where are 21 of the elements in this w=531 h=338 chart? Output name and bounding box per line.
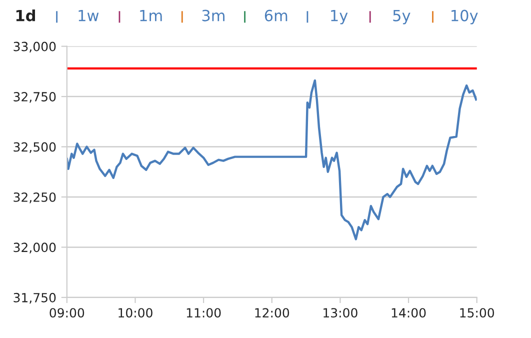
text: 6m: [264, 10, 288, 22]
text: 1y: [331, 10, 348, 24]
x-tick-label: 15:00: [460, 308, 494, 318]
text: 10y: [452, 10, 478, 24]
text: 1d: [16, 10, 35, 22]
y-tick-label: 33,000: [14, 42, 56, 53]
text: 1w: [78, 10, 99, 22]
x-tick-label: 09:00: [50, 308, 84, 318]
y-tick-label: 32,250: [14, 192, 56, 204]
y-tick-label: 32,500: [14, 142, 56, 153]
x-tick-label: 14:00: [392, 308, 426, 318]
x-tick-label: 12:00: [255, 308, 290, 318]
text: 1m: [140, 10, 162, 22]
x-tick-label: 11:00: [186, 308, 221, 318]
x-tick-label: 13:00: [324, 308, 358, 318]
y-tick-label: 31,750: [14, 292, 56, 304]
text: 3m: [202, 10, 224, 22]
x-tick-label: 10:00: [118, 308, 152, 318]
y-tick-label: 32,750: [14, 92, 56, 103]
y-tick-label: 32,000: [14, 242, 56, 254]
text: 5y: [393, 10, 410, 24]
